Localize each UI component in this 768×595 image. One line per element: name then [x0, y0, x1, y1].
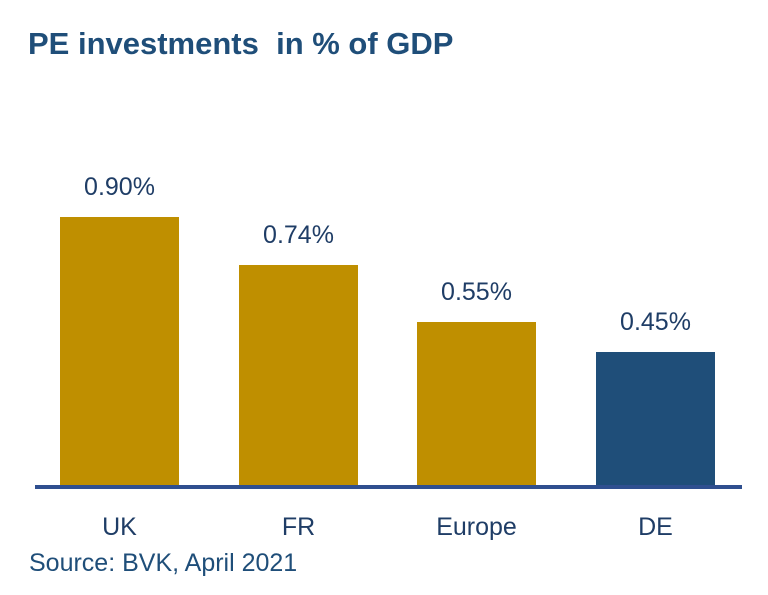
- value-label-fr: 0.74%: [263, 221, 334, 249]
- bar-de: [596, 352, 715, 487]
- value-label-europe: 0.55%: [441, 278, 512, 306]
- chart-title: PE investments in % of GDP: [28, 26, 454, 61]
- category-label-de: DE: [638, 513, 673, 541]
- value-label-de: 0.45%: [620, 308, 691, 336]
- bar-fr: [239, 265, 358, 487]
- category-label-uk: UK: [102, 513, 137, 541]
- bar-uk: [60, 217, 179, 487]
- bars-layer: [60, 217, 715, 487]
- value-labels-layer: 0.90% 0.74% 0.55% 0.45%: [84, 173, 691, 336]
- bar-europe: [417, 322, 536, 487]
- value-label-uk: 0.90%: [84, 173, 155, 201]
- category-labels-layer: UK FR Europe DE: [102, 513, 673, 541]
- chart-source: Source: BVK, April 2021: [29, 549, 298, 577]
- category-label-europe: Europe: [436, 513, 517, 541]
- category-label-fr: FR: [282, 513, 315, 541]
